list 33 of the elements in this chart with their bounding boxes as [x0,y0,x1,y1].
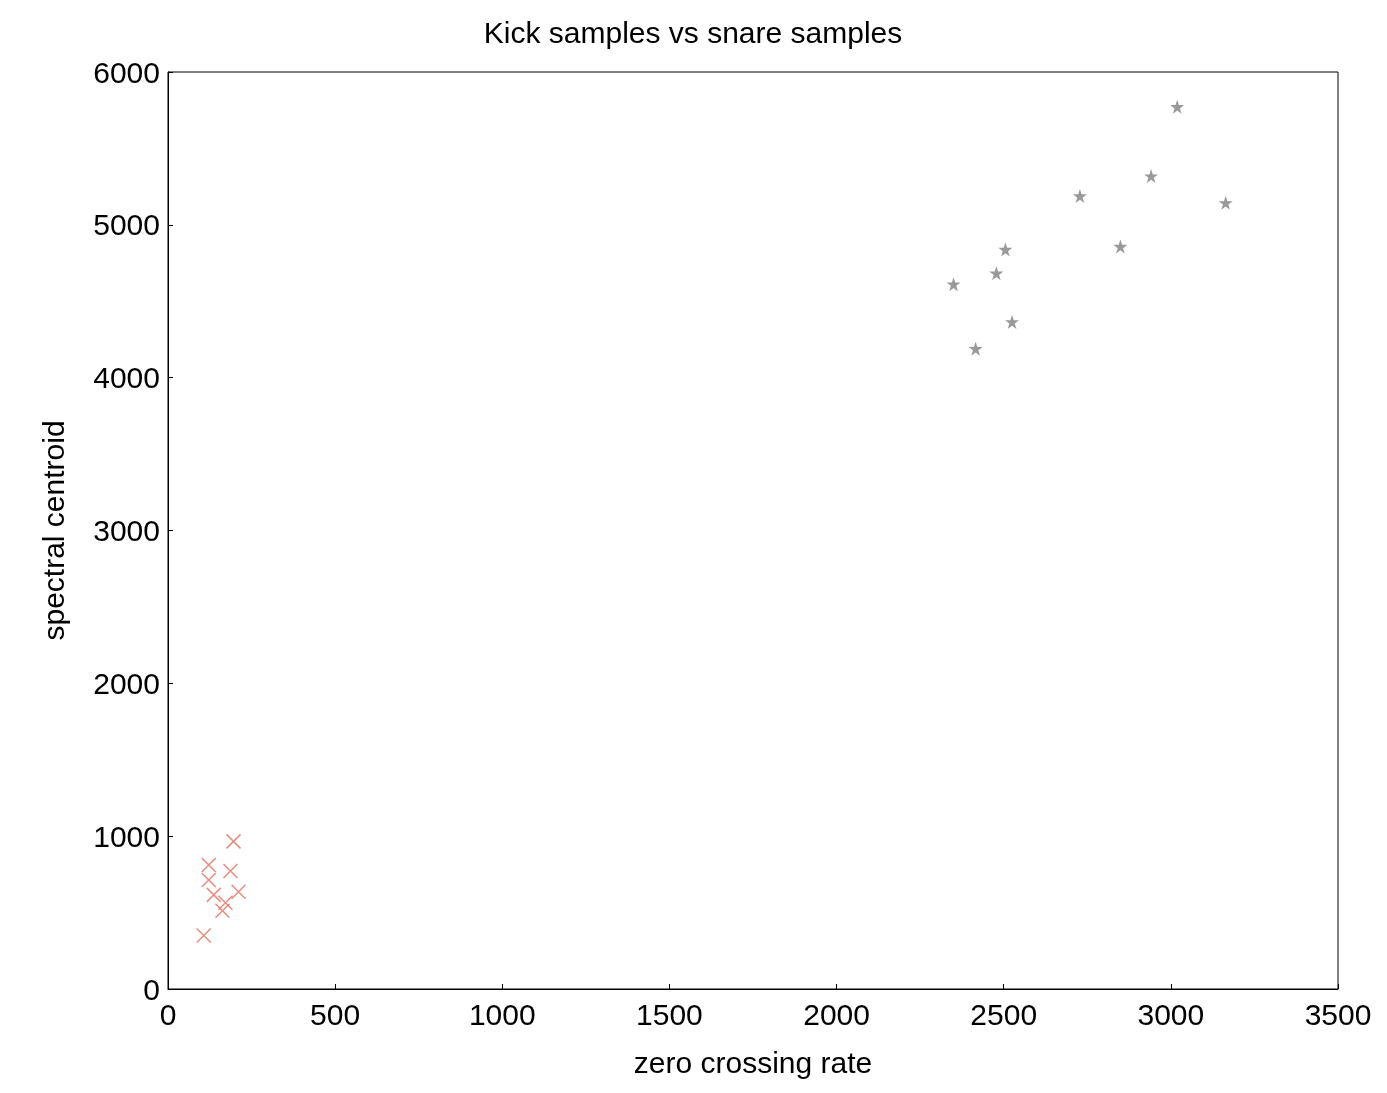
point [1005,314,1020,329]
point [222,863,239,879]
x-tick-label: 1000 [468,997,536,1031]
x-tick-label: 2500 [970,997,1038,1031]
y-tick-label: 0 [143,972,160,1006]
point [1218,195,1233,210]
point [968,341,983,356]
point [998,242,1013,257]
point [1113,239,1128,254]
x-tick-label: 500 [310,997,361,1031]
point [214,903,231,919]
point [1072,188,1087,203]
x-axis-title: zero crossing rate [633,1045,873,1079]
point [1170,99,1185,114]
point [230,884,247,900]
point [946,277,961,292]
y-tick-label: 6000 [93,55,160,89]
x-tick-label: 3500 [1304,997,1372,1031]
point [206,887,222,903]
chart-title: Kick samples vs snare samples [483,15,903,49]
y-tick-label: 5000 [93,208,160,242]
x-tick-label: 2000 [803,997,870,1031]
x-tick-label: 3000 [1137,997,1205,1031]
x-tick-label: 1500 [636,997,703,1031]
point [225,833,242,850]
point [217,895,234,911]
y-tick-label: 2000 [93,666,160,700]
point [196,927,212,944]
y-tick-label: 3000 [93,514,160,547]
y-tick-label: 1000 [93,819,160,853]
point [1144,169,1159,184]
y-tick-label: 4000 [93,361,160,395]
y-axis-title: spectral centroid [36,420,70,641]
